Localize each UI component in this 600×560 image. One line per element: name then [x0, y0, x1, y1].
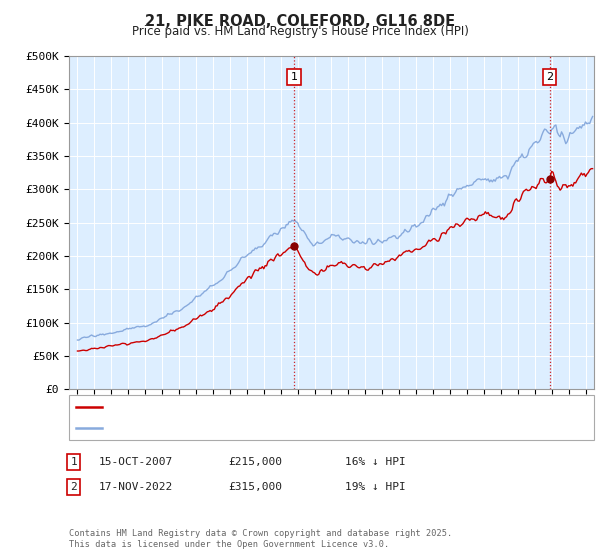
- Text: 2: 2: [70, 482, 77, 492]
- Text: £315,000: £315,000: [228, 482, 282, 492]
- Text: HPI: Average price, detached house, Forest of Dean: HPI: Average price, detached house, Fore…: [105, 422, 430, 432]
- Text: 21, PIKE ROAD, COLEFORD, GL16 8DE: 21, PIKE ROAD, COLEFORD, GL16 8DE: [145, 14, 455, 29]
- Text: 19% ↓ HPI: 19% ↓ HPI: [345, 482, 406, 492]
- Text: Price paid vs. HM Land Registry's House Price Index (HPI): Price paid vs. HM Land Registry's House …: [131, 25, 469, 38]
- Text: £215,000: £215,000: [228, 457, 282, 467]
- Text: 15-OCT-2007: 15-OCT-2007: [99, 457, 173, 467]
- Text: 17-NOV-2022: 17-NOV-2022: [99, 482, 173, 492]
- Text: 1: 1: [290, 72, 298, 82]
- Text: 1: 1: [70, 457, 77, 467]
- Text: Contains HM Land Registry data © Crown copyright and database right 2025.
This d: Contains HM Land Registry data © Crown c…: [69, 529, 452, 549]
- Text: 21, PIKE ROAD, COLEFORD, GL16 8DE (detached house): 21, PIKE ROAD, COLEFORD, GL16 8DE (detac…: [105, 402, 430, 412]
- Text: 2: 2: [546, 72, 553, 82]
- Text: 16% ↓ HPI: 16% ↓ HPI: [345, 457, 406, 467]
